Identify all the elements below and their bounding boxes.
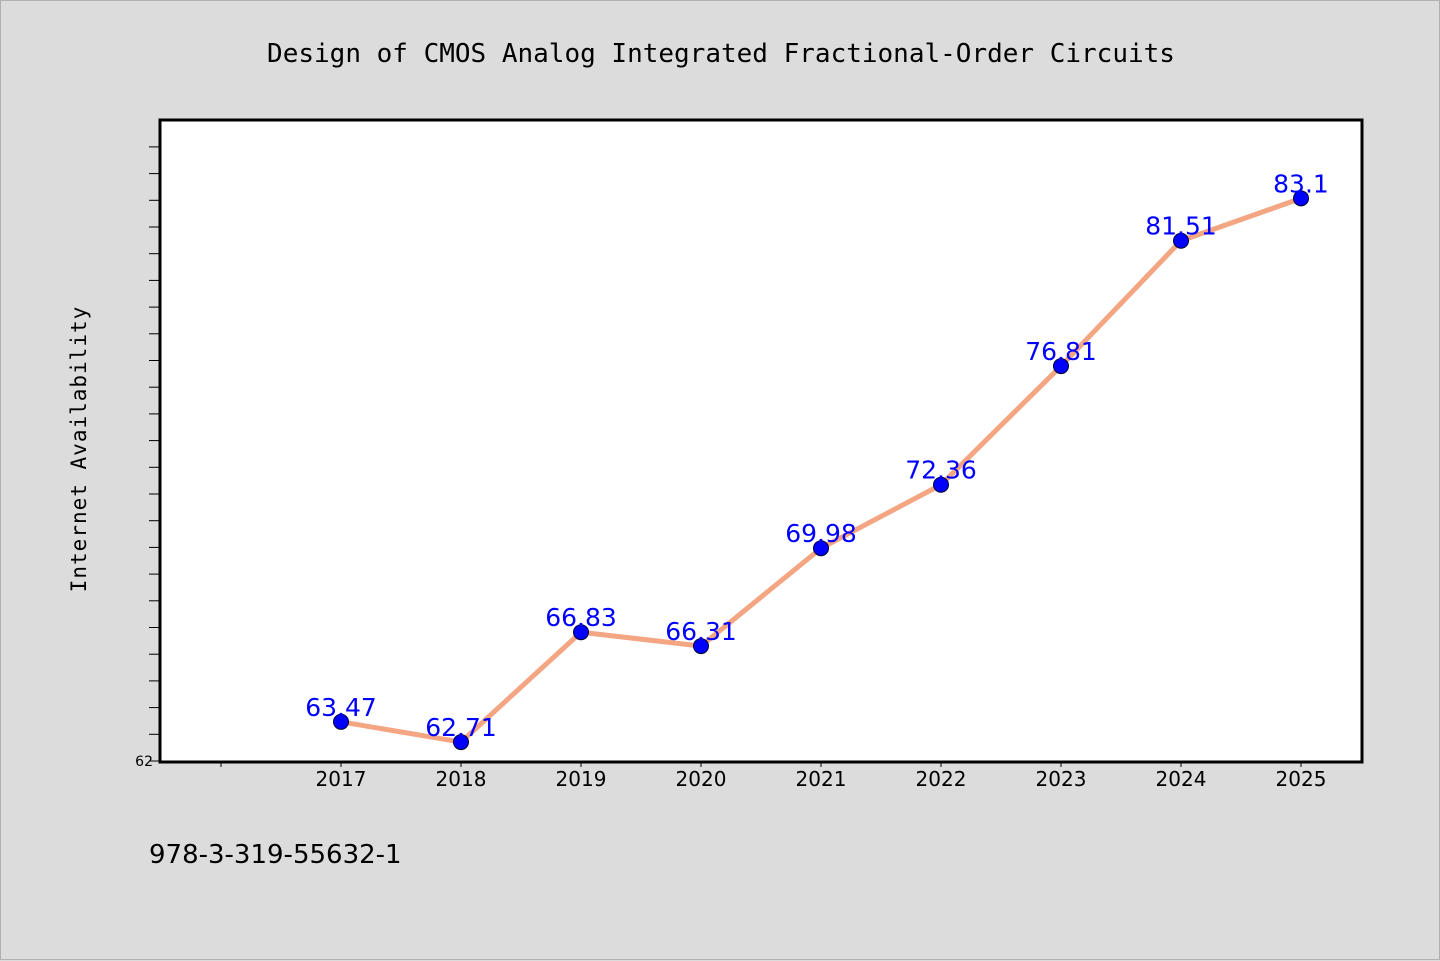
axis-ticks: 62 2017 2018 2019 2020 2021 2022 2023 2024 2025	[135, 146, 1327, 791]
x-tick-label: 2019	[556, 767, 607, 791]
x-tick-label: 2017	[316, 767, 367, 791]
y-tick-label: 62	[135, 754, 153, 770]
data-point	[1293, 190, 1309, 207]
series-group	[333, 190, 1309, 751]
chart-title: Design of CMOS Analog Integrated Fractio…	[267, 39, 1175, 69]
y-axis-label: Internet Availability	[67, 306, 91, 593]
data-point	[1053, 358, 1069, 375]
data-label: 66.31	[665, 617, 737, 646]
data-labels: 63.47 62.71 66.83 66.31 69.98 72.36 76.81 81.51…	[305, 169, 1329, 742]
x-tick-label: 2024	[1156, 767, 1207, 791]
data-label: 76.81	[1025, 337, 1097, 366]
x-tick-label: 2018	[436, 767, 487, 791]
data-point	[933, 476, 949, 493]
data-point	[813, 540, 829, 557]
x-tick-label: 2021	[796, 767, 847, 791]
data-point	[333, 713, 349, 730]
data-label: 72.36	[905, 456, 977, 485]
data-point	[453, 734, 469, 751]
data-label: 81.51	[1145, 212, 1217, 241]
x-tick-label: 2020	[676, 767, 727, 791]
data-point	[693, 638, 709, 655]
data-label: 62.71	[425, 713, 497, 742]
x-tick-label: 2022	[916, 767, 967, 791]
data-point	[1173, 232, 1189, 249]
data-point	[573, 624, 589, 641]
data-label: 69.98	[785, 519, 857, 548]
plot-area	[158, 118, 1364, 764]
x-tick-label: 2025	[1276, 767, 1327, 791]
x-tick-label: 2023	[1036, 767, 1087, 791]
data-label: 83.1	[1273, 169, 1329, 198]
data-label: 66.83	[545, 603, 617, 632]
isbn-footer: 978-3-319-55632-1	[149, 840, 402, 870]
data-label: 63.47	[305, 693, 377, 722]
